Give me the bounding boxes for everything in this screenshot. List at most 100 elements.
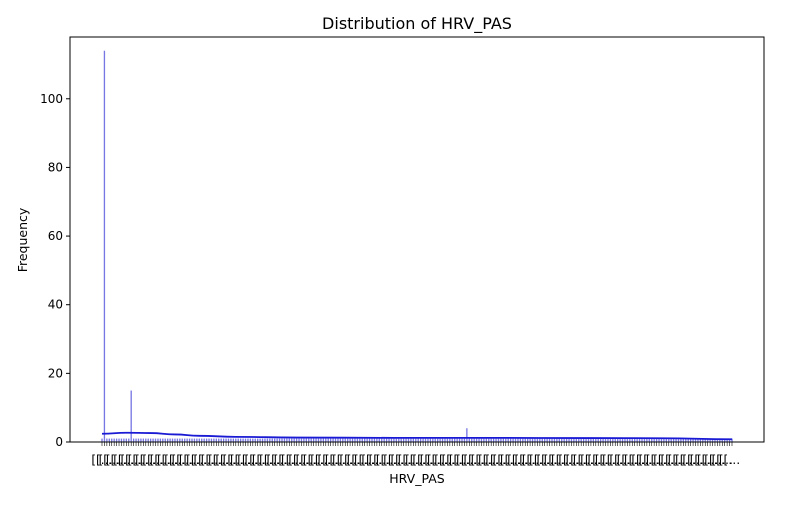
histogram-bar: [132, 438, 135, 442]
histogram-bar: [271, 438, 273, 442]
y-tick-label: 60: [48, 229, 63, 243]
histogram-bar: [558, 438, 560, 442]
histogram-bar: [458, 438, 461, 442]
histogram-bar: [446, 438, 449, 442]
histogram-bar: [604, 438, 607, 442]
histogram-bar: [483, 438, 485, 442]
x-tick-label: [[…: [172, 453, 193, 467]
histogram-bar: [714, 438, 716, 442]
histogram-bar: [405, 438, 407, 442]
histogram-bar: [118, 438, 120, 442]
histogram-bar: [237, 438, 239, 442]
x-tick-label: [[…: [245, 453, 266, 467]
histogram-bar: [490, 438, 492, 442]
histogram-bar: [247, 438, 249, 442]
histogram-bar: [276, 438, 278, 442]
histogram-bar: [522, 438, 524, 442]
histogram-bar: [188, 438, 191, 442]
histogram-bar: [171, 438, 174, 442]
x-tick-label: [[…: [682, 453, 703, 467]
histogram-bar: [344, 438, 346, 442]
histogram-bar: [274, 438, 276, 442]
plot-frame: [69, 36, 765, 443]
histogram-bar: [322, 438, 325, 442]
x-tick-label: [[…: [602, 453, 623, 467]
x-tick-label: [[…: [113, 453, 134, 467]
x-tick-label: [[…: [617, 453, 638, 467]
histogram-bar: [716, 438, 719, 442]
histogram-bar: [368, 438, 371, 442]
histogram-bar: [619, 438, 621, 442]
x-tick-label: [[…: [303, 453, 324, 467]
histogram-bar: [415, 438, 417, 442]
histogram-bar: [663, 438, 665, 442]
histogram-bar: [149, 438, 152, 442]
histogram-bar: [286, 438, 288, 442]
x-tick-label: [[…: [675, 453, 696, 467]
histogram-bar: [505, 438, 507, 442]
histogram-bar: [417, 438, 419, 442]
x-tick-label: [[…: [281, 453, 302, 467]
x-tick-label: [[…: [405, 453, 426, 467]
histogram-bar: [648, 438, 650, 442]
histogram-bar: [232, 438, 235, 442]
histogram-bar: [300, 438, 303, 442]
x-tick-label: [[…: [223, 453, 244, 467]
x-tick-label: [[…: [529, 453, 550, 467]
histogram-bar: [612, 438, 614, 442]
histogram-bar: [551, 438, 553, 442]
histogram-bar: [651, 438, 653, 442]
histogram-bar: [590, 438, 592, 442]
histogram-bar: [531, 438, 534, 442]
histogram-bar: [291, 438, 293, 442]
histogram-bar: [101, 438, 103, 442]
histogram-bar: [641, 438, 643, 442]
histogram-bar: [366, 438, 368, 442]
histogram-bar: [514, 438, 517, 442]
histogram-bar: [548, 438, 551, 442]
histogram-bar: [707, 438, 709, 442]
histogram-bar: [227, 438, 230, 442]
histogram-bar: [697, 438, 699, 442]
histogram-bar: [210, 438, 213, 442]
histogram-bar: [295, 438, 298, 442]
histogram-bar: [407, 438, 410, 442]
histogram-bar: [524, 438, 526, 442]
histogram-bar: [429, 438, 432, 442]
x-tick-label: [[…: [332, 453, 353, 467]
histogram-bar: [213, 438, 215, 442]
histogram-bar: [492, 438, 495, 442]
x-tick-label: [[…: [128, 453, 149, 467]
histogram-bar: [454, 438, 456, 442]
histogram-bar: [298, 438, 300, 442]
histogram-bar: [315, 438, 317, 442]
histogram-bar: [154, 438, 157, 442]
y-tick-label: 40: [48, 298, 63, 312]
histogram-bar: [398, 438, 400, 442]
x-tick-label: [[…: [179, 453, 200, 467]
x-tick-label: [[…: [398, 453, 419, 467]
histogram-bar: [468, 438, 470, 442]
histogram-bar: [230, 438, 232, 442]
histogram-bar: [646, 438, 648, 442]
histogram-bar: [597, 438, 599, 442]
histogram-bar: [724, 438, 726, 442]
x-tick-label: [[…: [288, 453, 309, 467]
histogram-bar: [312, 438, 315, 442]
x-tick-label: [[…: [230, 453, 251, 467]
histogram-bar: [463, 438, 466, 442]
kde-layer: [101, 431, 733, 441]
x-tick-label: [[…: [522, 453, 543, 467]
histogram-bar: [186, 438, 188, 442]
histogram-bar: [568, 438, 570, 442]
x-axis: [[…[[…[[…[[…[[…[[…[[…[[…[[…[[…[[…[[…[[…[…: [91, 442, 740, 467]
histogram-bar: [621, 438, 624, 442]
x-tick-label: [[…: [208, 453, 229, 467]
histogram-bar: [638, 438, 641, 442]
histogram-bar: [711, 438, 714, 442]
histogram-bar: [201, 438, 203, 442]
histogram-bar: [599, 438, 602, 442]
histogram-bar: [578, 438, 580, 442]
